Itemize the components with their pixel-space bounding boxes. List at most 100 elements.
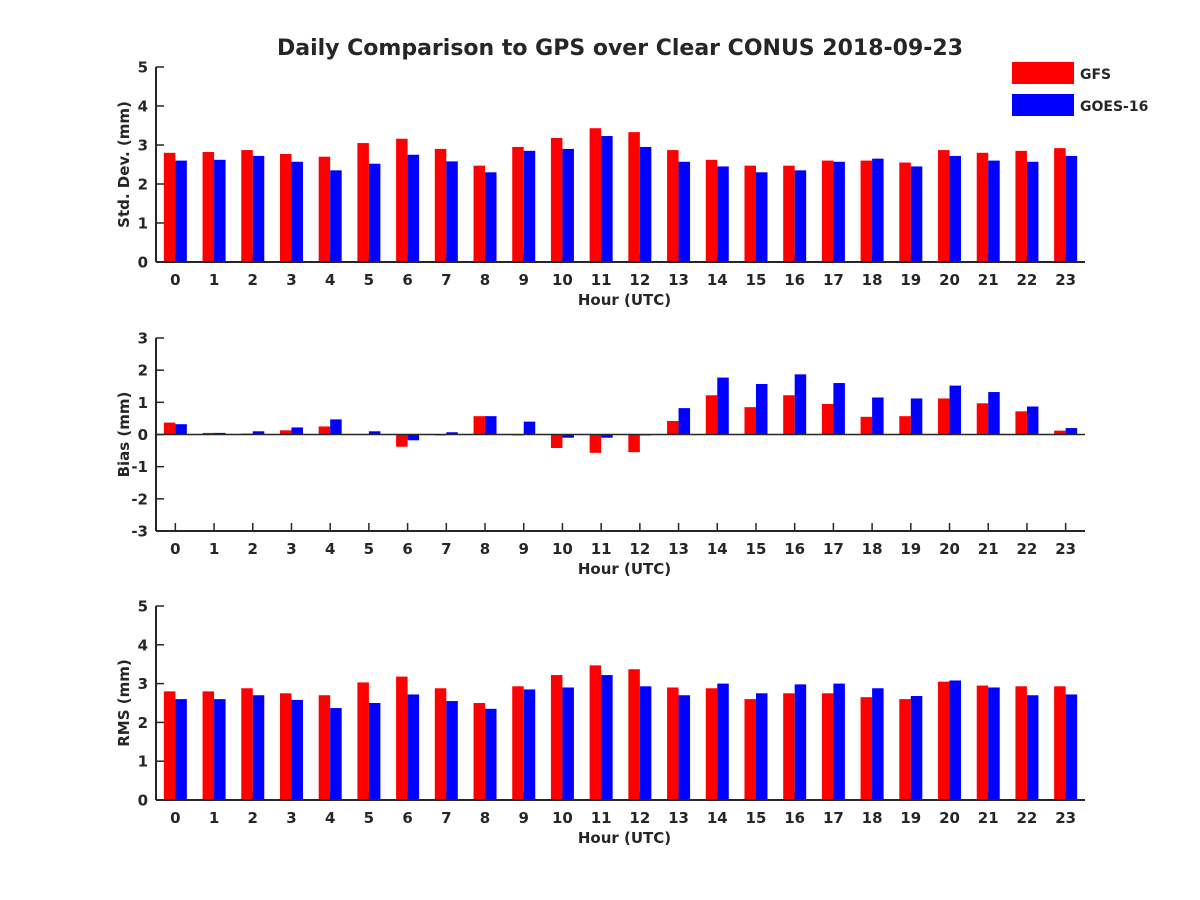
bar-goes-16-hour-21 (988, 160, 1000, 262)
x-tick-label: 14 (707, 271, 728, 289)
x-tick-label: 4 (325, 809, 335, 827)
bar-gfs-hour-16 (783, 395, 795, 435)
bar-gfs-hour-10 (550, 137, 563, 262)
bar-gfs-hour-19 (899, 162, 911, 262)
x-tick-label: 21 (978, 540, 999, 558)
x-tick-label: 20 (939, 809, 960, 827)
y-tick-label: 0 (138, 792, 148, 810)
x-axis-label: Hour (UTC) (578, 829, 671, 847)
bar-gfs-hour-17 (821, 403, 834, 435)
bar-gfs-hour-9 (512, 146, 524, 262)
bar-goes-16-hour-8 (485, 416, 497, 435)
x-tick-label: 11 (591, 809, 612, 827)
bar-goes-16-hour-7 (446, 432, 458, 435)
bar-goes-16-hour-16 (794, 684, 807, 800)
bar-gfs-hour-1 (202, 691, 215, 800)
x-tick-label: 12 (629, 540, 650, 558)
x-tick-label: 14 (707, 809, 728, 827)
x-tick-label: 6 (402, 809, 412, 827)
legend: GFS GOES-16 (1012, 62, 1148, 116)
y-tick-label: 5 (138, 598, 148, 616)
bar-goes-16-hour-19 (910, 398, 923, 435)
bar-goes-16-hour-21 (988, 392, 1000, 435)
x-tick-label: 11 (591, 540, 612, 558)
x-tick-label: 13 (668, 271, 689, 289)
bar-goes-16-hour-17 (833, 161, 845, 262)
x-tick-label: 1 (209, 540, 219, 558)
bar-gfs-hour-7 (434, 148, 447, 262)
bar-goes-16-hour-2 (252, 431, 265, 435)
y-tick-label: 4 (138, 636, 148, 654)
bar-goes-16-hour-6 (407, 154, 420, 262)
bar-gfs-hour-12 (628, 669, 640, 800)
x-tick-label: 10 (552, 271, 573, 289)
bar-gfs-hour-5 (357, 143, 369, 262)
x-tick-label: 9 (519, 809, 529, 827)
y-tick-label: 1 (138, 394, 148, 412)
bar-gfs-hour-23 (1054, 430, 1066, 435)
bar-goes-16-hour-10 (562, 434, 574, 438)
bar-goes-16-hour-15 (755, 383, 768, 435)
bar-goes-16-hour-1 (214, 159, 226, 262)
bar-gfs-hour-8 (473, 703, 486, 800)
x-tick-label: 20 (939, 271, 960, 289)
bar-goes-16-hour-23 (1065, 428, 1078, 435)
bar-gfs-hour-19 (899, 699, 911, 800)
x-tick-label: 18 (862, 540, 883, 558)
bar-gfs-hour-20 (938, 398, 950, 435)
bar-gfs-hour-6 (396, 676, 408, 800)
bar-goes-16-hour-12 (639, 686, 652, 800)
y-axis-label: RMS (mm) (115, 659, 133, 746)
bar-goes-16-hour-0 (175, 699, 187, 800)
x-tick-label: 22 (1017, 271, 1038, 289)
x-tick-label: 12 (629, 271, 650, 289)
bar-gfs-hour-23 (1054, 686, 1066, 800)
bar-gfs-hour-19 (899, 416, 911, 435)
x-tick-label: 15 (746, 809, 767, 827)
bar-goes-16-hour-21 (988, 687, 1000, 800)
bar-goes-16-hour-23 (1065, 155, 1078, 262)
y-axis-label: Bias (mm) (115, 392, 133, 478)
x-tick-label: 19 (900, 809, 921, 827)
bar-goes-16-hour-23 (1065, 694, 1078, 800)
bar-goes-16-hour-2 (252, 695, 265, 800)
bar-gfs-hour-3 (279, 693, 292, 800)
x-tick-label: 5 (364, 540, 374, 558)
bar-goes-16-hour-1 (214, 432, 226, 435)
y-tick-label: 0 (138, 426, 148, 444)
x-tick-label: 1 (209, 809, 219, 827)
bar-gfs-hour-12 (628, 132, 640, 262)
bar-goes-16-hour-10 (562, 148, 574, 262)
x-tick-label: 5 (364, 271, 374, 289)
bar-goes-16-hour-5 (368, 163, 381, 262)
y-tick-label: 3 (138, 675, 148, 693)
bar-goes-16-hour-10 (562, 687, 574, 800)
bar-gfs-hour-13 (667, 150, 679, 262)
bar-goes-16-hour-4 (330, 708, 342, 800)
y-tick-label: 3 (138, 137, 148, 155)
y-tick-label: 2 (138, 714, 148, 732)
bar-goes-16-hour-13 (678, 161, 691, 262)
y-tick-label: -2 (131, 490, 148, 508)
bar-goes-16-hour-14 (717, 166, 729, 262)
legend-swatch-goes16 (1012, 94, 1074, 116)
bar-goes-16-hour-11 (601, 434, 613, 438)
x-tick-label: 20 (939, 540, 960, 558)
bar-goes-16-hour-11 (601, 675, 613, 800)
bar-gfs-hour-16 (783, 165, 795, 262)
bar-goes-16-hour-7 (446, 701, 458, 800)
bar-goes-16-hour-4 (330, 170, 342, 262)
x-tick-label: 8 (480, 540, 490, 558)
x-tick-label: 3 (286, 271, 296, 289)
x-tick-label: 17 (823, 271, 844, 289)
bar-gfs-hour-0 (163, 422, 176, 435)
bar-gfs-hour-7 (434, 688, 447, 800)
x-tick-label: 0 (170, 540, 180, 558)
bar-gfs-hour-1 (202, 152, 215, 262)
bar-goes-16-hour-0 (175, 160, 187, 262)
x-tick-label: 19 (900, 540, 921, 558)
bar-goes-16-hour-9 (523, 689, 536, 800)
x-tick-label: 19 (900, 271, 921, 289)
bar-gfs-hour-9 (512, 686, 524, 800)
